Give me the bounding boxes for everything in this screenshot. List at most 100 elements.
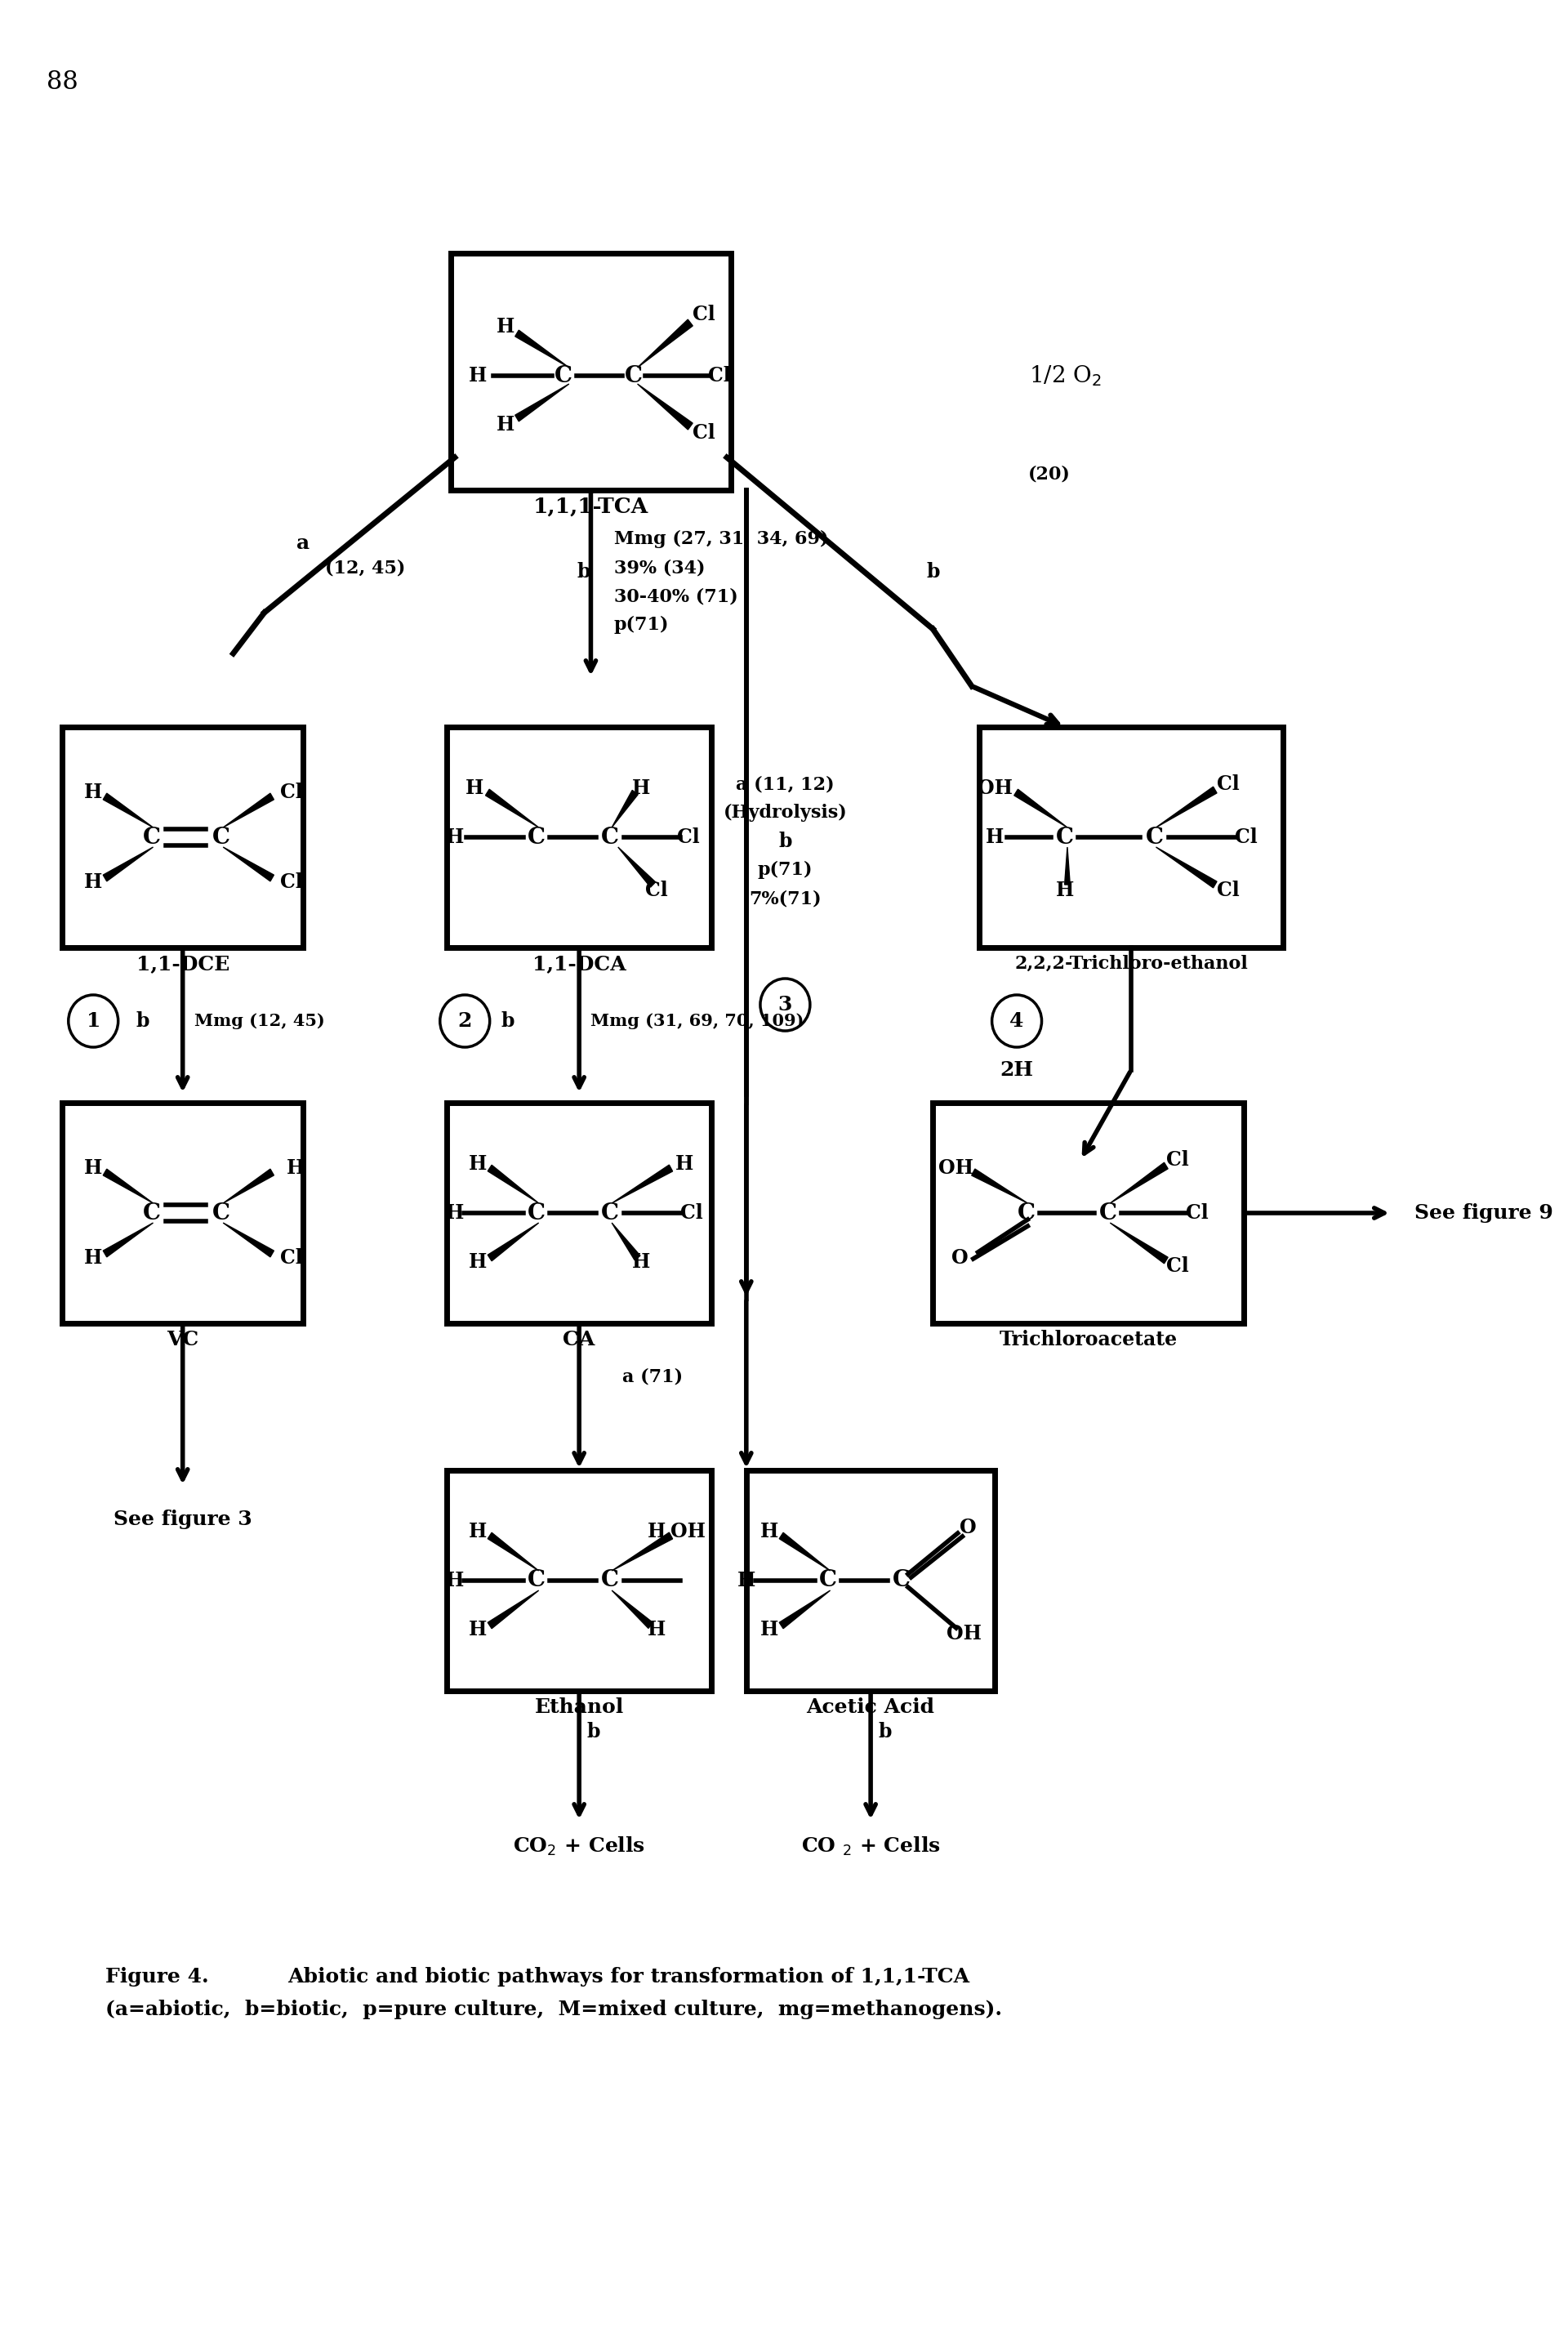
Text: C: C [143,1201,160,1225]
Text: OH: OH [947,1625,982,1644]
Polygon shape [1110,1162,1168,1204]
Text: H: H [495,414,514,435]
Text: (12, 45): (12, 45) [325,559,406,577]
Polygon shape [103,847,154,882]
Text: C: C [213,826,230,847]
Text: Cl: Cl [1217,880,1240,901]
Text: H: H [469,1620,488,1639]
Text: Cl: Cl [691,305,715,324]
Polygon shape [488,1222,539,1262]
Text: Cl: Cl [1236,826,1258,847]
Text: H: H [1055,880,1074,901]
Text: C: C [624,365,643,386]
Text: p(71): p(71) [615,617,670,633]
Text: C: C [601,1201,619,1225]
Polygon shape [612,1222,640,1259]
Polygon shape [103,794,154,826]
Text: b: b [586,1723,601,1741]
Text: C: C [601,1569,619,1592]
Polygon shape [638,319,693,368]
Text: 1,1,1-TCA: 1,1,1-TCA [533,496,649,517]
Bar [980,726,1283,947]
Text: 1,1-DCE: 1,1-DCE [136,954,229,973]
Text: CO$_2$ + Cells: CO$_2$ + Cells [513,1834,646,1858]
Text: H: H [287,1159,304,1178]
Polygon shape [516,331,569,368]
Text: 2,2,2-Trichloro-ethanol: 2,2,2-Trichloro-ethanol [1014,954,1248,973]
Polygon shape [488,1164,539,1204]
Text: CA: CA [563,1329,596,1350]
Text: H: H [737,1571,756,1590]
Bar [452,254,731,491]
Text: Acetic Acid: Acetic Acid [806,1697,935,1718]
Text: OH: OH [977,778,1013,799]
Text: b: b [927,561,939,582]
Text: H: H [760,1620,779,1639]
Text: C: C [1145,826,1163,847]
Text: H: H [445,826,464,847]
Text: Cl: Cl [1185,1204,1209,1222]
Text: H: H [85,1248,102,1269]
Text: C: C [1055,826,1074,847]
Polygon shape [488,1532,539,1571]
Text: 1: 1 [86,1010,100,1031]
Text: H: H [674,1155,693,1173]
Text: OH: OH [939,1159,974,1178]
Polygon shape [223,847,274,882]
Text: C: C [527,1201,546,1225]
Text: Ethanol: Ethanol [535,1697,624,1718]
Text: C: C [555,365,572,386]
Bar [447,1471,712,1690]
Text: (a=abiotic,  b=biotic,  p=pure culture,  M=mixed culture,  mg=methanogens).: (a=abiotic, b=biotic, p=pure culture, M=… [105,2000,1002,2018]
Text: Figure 4.: Figure 4. [105,1967,209,1986]
Text: H: H [466,778,483,799]
Text: Mmg (31, 69, 70, 109): Mmg (31, 69, 70, 109) [591,1013,804,1029]
Text: Cl: Cl [281,782,303,803]
Text: H: H [495,317,514,338]
Text: Mmg (27, 31, 34, 69): Mmg (27, 31, 34, 69) [615,531,828,547]
Text: H: H [632,778,651,799]
Polygon shape [638,384,693,431]
Polygon shape [223,794,274,826]
Text: C: C [1099,1201,1116,1225]
Text: b: b [136,1010,149,1031]
Text: C: C [527,826,546,847]
Text: 1,1-DCA: 1,1-DCA [532,954,626,973]
Polygon shape [103,1222,154,1257]
Text: O: O [952,1248,969,1269]
Bar [63,726,303,947]
Text: C: C [1018,1201,1035,1225]
Text: 30-40% (71): 30-40% (71) [615,587,739,605]
Text: C: C [213,1201,230,1225]
Text: 2H: 2H [1000,1059,1033,1080]
Text: H: H [85,782,102,803]
Text: 39% (34): 39% (34) [615,559,706,577]
Polygon shape [612,1590,652,1627]
Text: H: H [445,1571,464,1590]
Text: Mmg (12, 45): Mmg (12, 45) [194,1013,325,1029]
Text: H: H [469,365,488,386]
Text: 3: 3 [778,994,792,1015]
Text: H: H [986,826,1004,847]
Text: Abiotic and biotic pathways for transformation of 1,1,1-TCA: Abiotic and biotic pathways for transfor… [287,1967,969,1986]
Text: CO $_{2}$ + Cells: CO $_{2}$ + Cells [801,1834,941,1858]
Text: Cl: Cl [707,365,731,386]
Text: p(71): p(71) [757,861,812,880]
Text: H: H [469,1523,488,1541]
Text: b: b [502,1010,514,1031]
Text: C: C [527,1569,546,1592]
Text: H: H [445,1204,464,1222]
Bar [63,1103,303,1322]
Text: VC: VC [166,1329,199,1350]
Text: H: H [469,1252,488,1271]
Text: 88: 88 [47,70,78,95]
Text: H: H [648,1620,666,1639]
Text: Cl: Cl [646,880,668,901]
Text: H: H [85,873,102,892]
Polygon shape [779,1590,829,1630]
Polygon shape [223,1222,274,1257]
Text: See figure 3: See figure 3 [113,1509,252,1529]
Text: (20): (20) [1029,466,1071,482]
Polygon shape [612,1164,673,1204]
Polygon shape [618,847,655,887]
